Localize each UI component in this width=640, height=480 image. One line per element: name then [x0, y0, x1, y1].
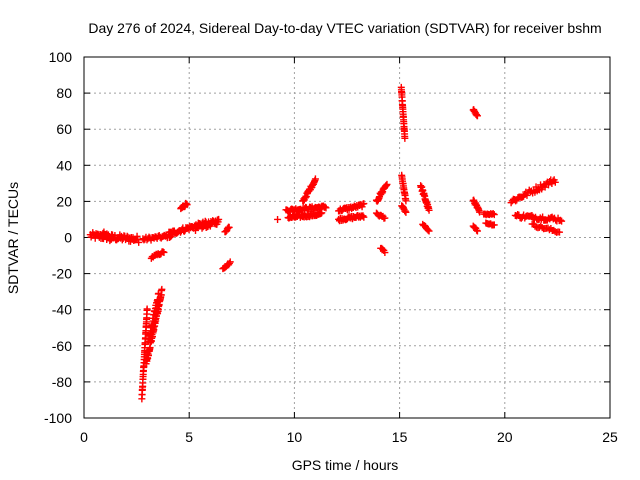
data-point	[359, 212, 367, 220]
y-tick-label: -60	[52, 338, 72, 354]
data-point	[401, 134, 409, 142]
data-point	[154, 297, 162, 305]
y-tick-label: 100	[49, 49, 73, 65]
data-point	[107, 235, 115, 243]
data-point	[402, 208, 410, 216]
x-tick-label: 25	[602, 429, 618, 445]
chart-title: Day 276 of 2024, Sidereal Day-to-day VTE…	[88, 20, 601, 36]
data-point	[317, 210, 325, 218]
axis-ticks: 0 5 10 15 20 25 -100 -80 -60 -40 -20 0 20 40 60 80 100	[44, 49, 618, 445]
x-tick-label: 5	[185, 429, 193, 445]
data-point	[402, 197, 410, 205]
data-point	[322, 204, 330, 212]
grid	[84, 57, 610, 418]
x-tick-label: 0	[80, 429, 88, 445]
y-tick-label: -80	[52, 374, 72, 390]
data-point	[133, 232, 141, 240]
data-point	[544, 181, 552, 189]
data-point	[473, 112, 481, 120]
y-tick-label: 40	[56, 157, 72, 173]
plot-frame	[83, 56, 611, 419]
data-point	[183, 201, 191, 209]
data-point	[381, 249, 389, 257]
data-point	[215, 215, 223, 223]
y-tick-label: 80	[56, 85, 72, 101]
data-point	[226, 258, 234, 266]
data-point	[381, 214, 389, 222]
data-point	[225, 223, 233, 231]
data-point	[274, 215, 282, 223]
data-point	[225, 259, 233, 267]
data-point	[425, 206, 433, 214]
data-point	[135, 238, 143, 246]
data-point	[158, 285, 166, 293]
y-tick-label: 0	[64, 230, 72, 246]
data-point	[155, 289, 163, 297]
data-point	[556, 228, 564, 236]
data-point	[311, 175, 319, 183]
data-point	[489, 210, 497, 218]
data-point	[424, 226, 432, 234]
data-point	[143, 305, 151, 313]
data-point	[149, 321, 157, 329]
data-point	[476, 208, 484, 216]
data-point	[321, 203, 329, 211]
y-tick-label: -20	[52, 266, 72, 282]
data-point	[160, 248, 168, 256]
y-tick-label: 20	[56, 193, 72, 209]
x-axis-title: GPS time / hours	[292, 457, 399, 473]
x-tick-label: 20	[497, 429, 513, 445]
y-axis-title: SDTVAR / TECUs	[5, 182, 21, 294]
data-point	[473, 227, 481, 235]
x-tick-label: 10	[287, 429, 303, 445]
data-point	[360, 200, 368, 208]
data-point	[558, 217, 566, 225]
data-point	[318, 209, 326, 217]
data-point	[383, 180, 391, 188]
data-point	[473, 226, 481, 234]
data-point	[159, 248, 167, 256]
x-tick-label: 15	[392, 429, 408, 445]
data-points	[86, 83, 566, 403]
y-tick-label: -40	[52, 302, 72, 318]
data-point	[490, 211, 498, 219]
data-point	[360, 213, 368, 221]
data-point	[490, 221, 498, 229]
data-point	[149, 317, 157, 325]
data-point	[551, 178, 559, 186]
y-tick-label: -100	[44, 410, 72, 426]
data-point	[556, 216, 564, 224]
y-tick-label: 60	[56, 121, 72, 137]
data-point	[425, 227, 433, 235]
